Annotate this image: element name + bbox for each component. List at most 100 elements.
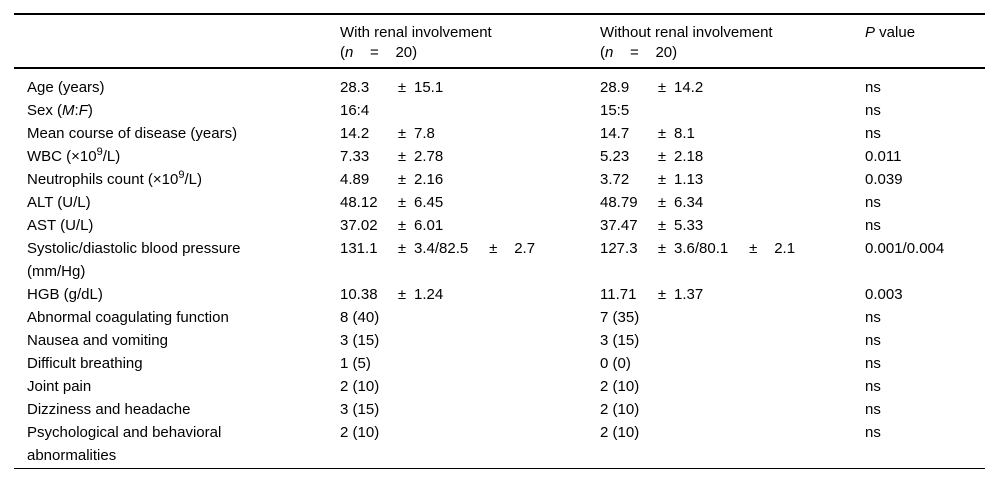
cell-without-renal: 3.72 ±1.13 — [600, 168, 865, 191]
renal-involvement-comparison-table: With renal involvement (n = 20) Without r… — [14, 13, 985, 469]
cell-p-value: ns — [865, 309, 881, 326]
value-mean: 15:5 — [600, 102, 630, 119]
value-mean: 16:4 — [340, 102, 370, 119]
plus-minus-sign: ± — [397, 125, 407, 142]
plus-minus-sign: ± — [657, 125, 667, 142]
value-mean: 3 (15) — [340, 332, 380, 349]
value-mean: 14.7 — [600, 125, 630, 142]
value-mean: 7.33 — [340, 148, 370, 165]
value-sd: 3.4/82.5 — [414, 240, 469, 257]
cell-with-renal: 8 (40) — [340, 306, 600, 329]
plus-minus-sign: ± — [749, 240, 758, 257]
cell-with-renal: 7.33 ±2.78 — [340, 145, 600, 168]
table-row: Sex (M:F) 16:4 15:5 ns — [14, 99, 985, 122]
cell-without-renal: 0 (0) — [600, 352, 865, 375]
row-label: Nausea and vomiting — [27, 332, 168, 349]
table-row: Systolic/diastolic blood pressure (mm/Hg)… — [14, 237, 985, 283]
cell-without-renal: 2 (10) — [600, 375, 865, 398]
row-label: Psychological and behavioral abnormalitie… — [27, 424, 222, 464]
table-row: Mean course of disease (years) 14.2 ±7.8 14… — [14, 122, 985, 145]
value-mean: 2 (10) — [600, 424, 640, 441]
header-without-renal-involvement: Without renal involvement (n = 20) — [600, 24, 773, 61]
value-mean: 37.02 — [340, 217, 378, 234]
table-row: Joint pain 2 (10) 2 (10) ns — [14, 375, 985, 398]
row-label: WBC (×109/L) — [27, 146, 121, 166]
value-mean: 2 (10) — [600, 401, 640, 418]
cell-p-value: ns — [865, 125, 881, 142]
value-sd: 6.45 — [414, 194, 444, 211]
cell-with-renal: 48.12 ±6.45 — [340, 191, 600, 214]
value-sd: 14.2 — [674, 79, 704, 96]
cell-without-renal: 14.7 ±8.1 — [600, 122, 865, 145]
value-sd: 15.1 — [414, 79, 444, 96]
table-row: Abnormal coagulating function 8 (40) 7 (35… — [14, 306, 985, 329]
cell-p-value: ns — [865, 401, 881, 418]
table-body: Age (years) 28.3 ±15.1 28.9 ±14.2 ns Sex (M:F)… — [14, 69, 985, 468]
value-mean: 11.71 — [600, 286, 637, 303]
cell-with-renal: 37.02 ±6.01 — [340, 214, 600, 237]
table-header-row: With renal involvement (n = 20) Without r… — [14, 15, 985, 69]
value-mean: 10.38 — [340, 286, 378, 303]
value-sd: 1.37 — [674, 286, 704, 303]
table-row: WBC (×109/L) 7.33 ±2.78 5.23 ±2.18 0.011 — [14, 145, 985, 168]
value-sd: 1.24 — [414, 286, 444, 303]
cell-without-renal: 127.3 ±3.6/80.1 ±2.1 — [600, 237, 865, 260]
value-sd: 6.34 — [674, 194, 704, 211]
plus-minus-sign: ± — [489, 240, 498, 257]
plus-minus-sign: ± — [397, 240, 407, 257]
value-mean: 127.3 — [600, 240, 638, 257]
cell-p-value: ns — [865, 79, 881, 96]
plus-minus-sign: ± — [657, 171, 667, 188]
plus-minus-sign: ± — [657, 240, 667, 257]
table-row: Neutrophils count (×109/L) 4.89 ±2.16 3.72 ±… — [14, 168, 985, 191]
cell-with-renal: 1 (5) — [340, 352, 600, 375]
row-label: Difficult breathing — [27, 355, 143, 372]
value-mean: 2 (10) — [600, 378, 640, 395]
value-mean: 5.23 — [600, 148, 630, 165]
cell-p-value: 0.003 — [865, 286, 903, 303]
cell-p-value: 0.011 — [865, 148, 902, 165]
row-label: Abnormal coagulating function — [27, 309, 229, 326]
value-sd: 2.18 — [674, 148, 704, 165]
plus-minus-sign: ± — [397, 79, 407, 96]
cell-with-renal: 3 (15) — [340, 329, 600, 352]
value-mean: 48.79 — [600, 194, 638, 211]
cell-with-renal: 131.1 ±3.4/82.5 ±2.7 — [340, 237, 600, 260]
cell-p-value: ns — [865, 102, 881, 119]
table-row: Age (years) 28.3 ±15.1 28.9 ±14.2 ns — [14, 76, 985, 99]
value-mean: 14.2 — [340, 125, 370, 142]
cell-p-value: ns — [865, 217, 881, 234]
table-row: Psychological and behavioral abnormalitie… — [14, 421, 985, 467]
value-mean: 2 (10) — [340, 378, 380, 395]
table-row: AST (U/L) 37.02 ±6.01 37.47 ±5.33 ns — [14, 214, 985, 237]
cell-with-renal: 16:4 — [340, 99, 600, 122]
row-label: ALT (U/L) — [27, 194, 91, 211]
value-sd: 2.78 — [414, 148, 444, 165]
cell-with-renal: 2 (10) — [340, 421, 600, 444]
cell-without-renal: 11.71 ±1.37 — [600, 283, 865, 306]
value-mean: 37.47 — [600, 217, 638, 234]
plus-minus-sign: ± — [657, 217, 667, 234]
cell-with-renal: 10.38 ±1.24 — [340, 283, 600, 306]
value-mean: 2 (10) — [340, 424, 380, 441]
cell-p-value: 0.001/0.004 — [865, 240, 945, 257]
row-label: HGB (g/dL) — [27, 286, 103, 303]
cell-without-renal: 3 (15) — [600, 329, 865, 352]
cell-without-renal: 2 (10) — [600, 398, 865, 421]
plus-minus-sign: ± — [397, 148, 407, 165]
value-mean: 3 (15) — [600, 332, 640, 349]
row-label: Dizziness and headache — [27, 401, 191, 418]
header-p-value: P value — [865, 24, 916, 41]
plus-minus-sign: ± — [657, 79, 667, 96]
plus-minus-sign: ± — [397, 286, 407, 303]
cell-without-renal: 48.79 ±6.34 — [600, 191, 865, 214]
value-mean: 28.3 — [340, 79, 370, 96]
cell-without-renal: 37.47 ±5.33 — [600, 214, 865, 237]
row-label: AST (U/L) — [27, 217, 94, 234]
plus-minus-sign: ± — [397, 171, 407, 188]
cell-p-value: ns — [865, 194, 881, 211]
row-label: Neutrophils count (×109/L) — [27, 169, 202, 189]
row-label: Sex (M:F) — [27, 102, 93, 119]
value-mean: 0 (0) — [600, 355, 631, 372]
value-sd: 6.01 — [414, 217, 444, 234]
